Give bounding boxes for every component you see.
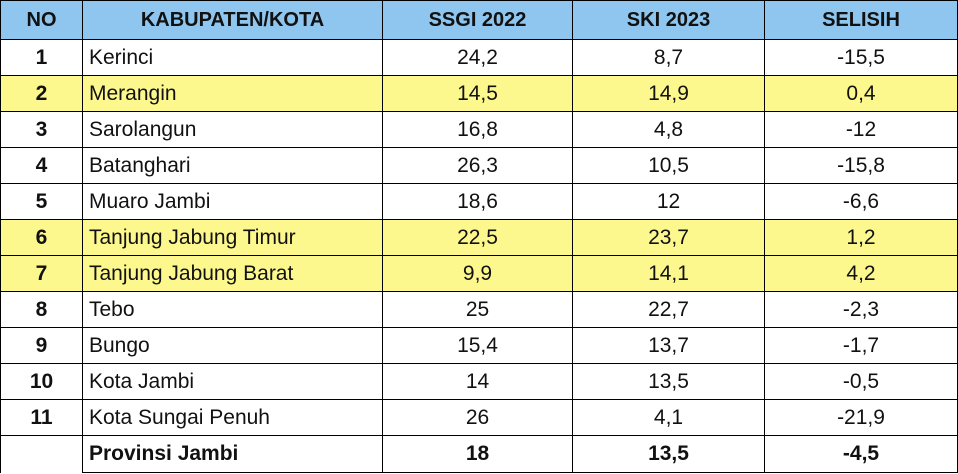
total-ssgi: 18 <box>382 435 573 473</box>
table-row: 9 Bungo 15,4 13,7 -1,7 <box>0 327 958 364</box>
cell-no: 6 <box>0 219 83 256</box>
cell-name: Batanghari <box>82 147 383 184</box>
table-row-highlighted: 7 Tanjung Jabung Barat 9,9 14,1 4,2 <box>0 255 958 292</box>
cell-no: 2 <box>0 75 83 112</box>
table-row: 1 Kerinci 24,2 8,7 -15,5 <box>0 39 958 76</box>
cell-no: 7 <box>0 255 83 292</box>
cell-ssgi: 22,5 <box>382 219 573 256</box>
total-row: Provinsi Jambi 18 13,5 -4,5 <box>0 435 958 473</box>
cell-name: Sarolangun <box>82 111 383 148</box>
cell-ssgi: 15,4 <box>382 327 573 364</box>
header-ssgi-2022: SSGI 2022 <box>382 0 573 40</box>
cell-selisih: -15,8 <box>764 147 958 184</box>
cell-ski: 4,8 <box>572 111 765 148</box>
cell-name: Tanjung Jabung Timur <box>82 219 383 256</box>
cell-ssgi: 26 <box>382 399 573 436</box>
cell-ssgi: 24,2 <box>382 39 573 76</box>
cell-ski: 12 <box>572 183 765 220</box>
cell-no: 11 <box>0 399 83 436</box>
cell-selisih: -6,6 <box>764 183 958 220</box>
cell-no <box>0 435 83 473</box>
cell-ssgi: 9,9 <box>382 255 573 292</box>
cell-name: Tebo <box>82 291 383 328</box>
cell-no: 8 <box>0 291 83 328</box>
cell-no: 5 <box>0 183 83 220</box>
cell-ski: 10,5 <box>572 147 765 184</box>
cell-ski: 8,7 <box>572 39 765 76</box>
cell-name: Muaro Jambi <box>82 183 383 220</box>
cell-ssgi: 16,8 <box>382 111 573 148</box>
table-row: 4 Batanghari 26,3 10,5 -15,8 <box>0 147 958 184</box>
table-row: 5 Muaro Jambi 18,6 12 -6,6 <box>0 183 958 220</box>
cell-ssgi: 26,3 <box>382 147 573 184</box>
cell-ski: 13,7 <box>572 327 765 364</box>
total-ski: 13,5 <box>572 435 765 473</box>
cell-name: Kerinci <box>82 39 383 76</box>
cell-selisih: -15,5 <box>764 39 958 76</box>
table-row-highlighted: 6 Tanjung Jabung Timur 22,5 23,7 1,2 <box>0 219 958 256</box>
table-row: 10 Kota Jambi 14 13,5 -0,5 <box>0 363 958 400</box>
cell-name: Tanjung Jabung Barat <box>82 255 383 292</box>
cell-ski: 23,7 <box>572 219 765 256</box>
table-row-highlighted: 2 Merangin 14,5 14,9 0,4 <box>0 75 958 112</box>
cell-ski: 14,9 <box>572 75 765 112</box>
cell-name: Kota Jambi <box>82 363 383 400</box>
total-selisih: -4,5 <box>764 435 958 473</box>
cell-no: 1 <box>0 39 83 76</box>
cell-no: 10 <box>0 363 83 400</box>
cell-ski: 22,7 <box>572 291 765 328</box>
table-row: 3 Sarolangun 16,8 4,8 -12 <box>0 111 958 148</box>
header-ski-2023: SKI 2023 <box>572 0 765 40</box>
cell-no: 3 <box>0 111 83 148</box>
header-row: NO KABUPATEN/KOTA SSGI 2022 SKI 2023 SEL… <box>0 0 958 40</box>
header-kabupaten-kota: KABUPATEN/KOTA <box>82 0 383 40</box>
cell-selisih: -21,9 <box>764 399 958 436</box>
cell-ski: 14,1 <box>572 255 765 292</box>
cell-selisih: -0,5 <box>764 363 958 400</box>
cell-selisih: 0,4 <box>764 75 958 112</box>
cell-ssgi: 18,6 <box>382 183 573 220</box>
cell-selisih: 1,2 <box>764 219 958 256</box>
cell-ssgi: 14 <box>382 363 573 400</box>
cell-name: Bungo <box>82 327 383 364</box>
table-header: NO KABUPATEN/KOTA SSGI 2022 SKI 2023 SEL… <box>0 0 958 40</box>
cell-ssgi: 25 <box>382 291 573 328</box>
total-name: Provinsi Jambi <box>82 435 383 473</box>
cell-name: Merangin <box>82 75 383 112</box>
cell-no: 9 <box>0 327 83 364</box>
cell-name: Kota Sungai Penuh <box>82 399 383 436</box>
cell-ssgi: 14,5 <box>382 75 573 112</box>
cell-no: 4 <box>0 147 83 184</box>
cell-ski: 13,5 <box>572 363 765 400</box>
table-body: 1 Kerinci 24,2 8,7 -15,5 2 Merangin 14,5… <box>0 39 958 473</box>
table-row: 11 Kota Sungai Penuh 26 4,1 -21,9 <box>0 399 958 436</box>
header-no: NO <box>0 0 83 40</box>
cell-selisih: -2,3 <box>764 291 958 328</box>
header-selisih: SELISIH <box>764 0 958 40</box>
cell-selisih: 4,2 <box>764 255 958 292</box>
table-row: 8 Tebo 25 22,7 -2,3 <box>0 291 958 328</box>
cell-selisih: -1,7 <box>764 327 958 364</box>
cell-ski: 4,1 <box>572 399 765 436</box>
cell-selisih: -12 <box>764 111 958 148</box>
